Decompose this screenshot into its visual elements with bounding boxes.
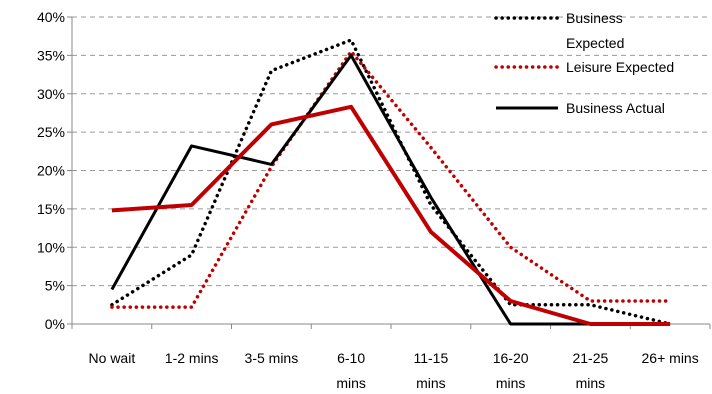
legend-label-0: Business Expected <box>566 10 624 51</box>
gridlines <box>72 16 710 287</box>
x-tick-label: 26+ mins <box>642 350 699 366</box>
y-tick-label: 15% <box>37 201 65 217</box>
series-lines <box>110 38 672 326</box>
series-line-3 <box>111 104 671 326</box>
y-tick-label: 35% <box>37 47 65 63</box>
series-line-0 <box>110 38 672 326</box>
series-line-1 <box>110 49 672 309</box>
x-tick-label: 11-15 mins <box>413 350 448 391</box>
y-tick-label: 25% <box>37 124 65 140</box>
y-tick-label: 0% <box>45 316 65 332</box>
x-tick-label: 1-2 mins <box>165 350 219 366</box>
legend: Business Expected Leisure Expected Business… <box>494 10 674 116</box>
y-tick-label: 5% <box>45 278 65 294</box>
y-tick-label: 30% <box>37 86 65 102</box>
x-tick-label: No wait <box>89 350 136 366</box>
x-tick-label: 3-5 mins <box>245 350 299 366</box>
x-tick-label: 21-25 mins <box>572 350 608 391</box>
x-tick-label: 6-10 mins <box>336 350 366 391</box>
legend-label-2: Business Actual <box>566 100 665 116</box>
x-tick-label: 16-20 mins <box>493 350 529 391</box>
series-line-2 <box>110 53 671 326</box>
x-tick-labels: No wait 1-2 mins 3-5 mins 6-10 mins 11-15 mins… <box>89 350 699 391</box>
y-tick-label: 20% <box>37 163 65 179</box>
legend-label-1: Leisure Expected <box>566 59 674 75</box>
y-tick-labels: 0% 5% 10% 15% 20% 25% 30% 35% 40% <box>37 9 65 332</box>
y-tick-label: 40% <box>37 9 65 25</box>
y-tick-label: 10% <box>37 239 65 255</box>
